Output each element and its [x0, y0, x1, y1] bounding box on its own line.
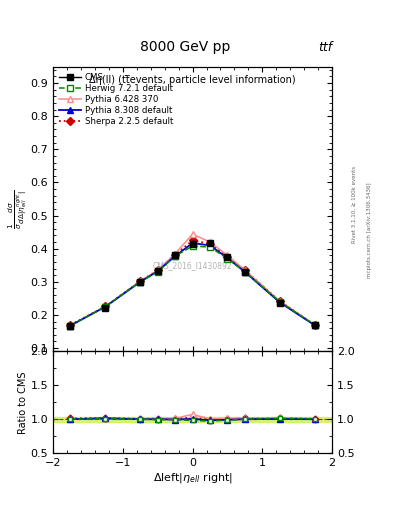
Text: Rivet 3.1.10, ≥ 100k events: Rivet 3.1.10, ≥ 100k events [352, 166, 357, 243]
Legend: CMS, Herwig 7.2.1 default, Pythia 6.428 370, Pythia 8.308 default, Sherpa 2.2.5 : CMS, Herwig 7.2.1 default, Pythia 6.428 … [57, 71, 175, 128]
Text: CMS_2016_I1430892: CMS_2016_I1430892 [153, 262, 232, 270]
Y-axis label: Ratio to CMS: Ratio to CMS [18, 371, 28, 434]
Text: 8000 GeV pp: 8000 GeV pp [140, 40, 230, 54]
Text: Δη(ll) (tt̅events, particle level information): Δη(ll) (tt̅events, particle level inform… [89, 75, 296, 85]
Text: ttf: ttf [318, 41, 332, 54]
Y-axis label: $\frac{1}{\sigma}\frac{d\sigma}{d\Delta|\eta_{ell}^{right}|}$: $\frac{1}{\sigma}\frac{d\sigma}{d\Delta|… [6, 189, 29, 229]
Bar [53, 417, 332, 421]
X-axis label: $\Delta$left$|\eta_{ell}$ right$|$: $\Delta$left$|\eta_{ell}$ right$|$ [152, 471, 233, 485]
Text: mcplots.cern.ch [arXiv:1306.3436]: mcplots.cern.ch [arXiv:1306.3436] [367, 183, 373, 278]
